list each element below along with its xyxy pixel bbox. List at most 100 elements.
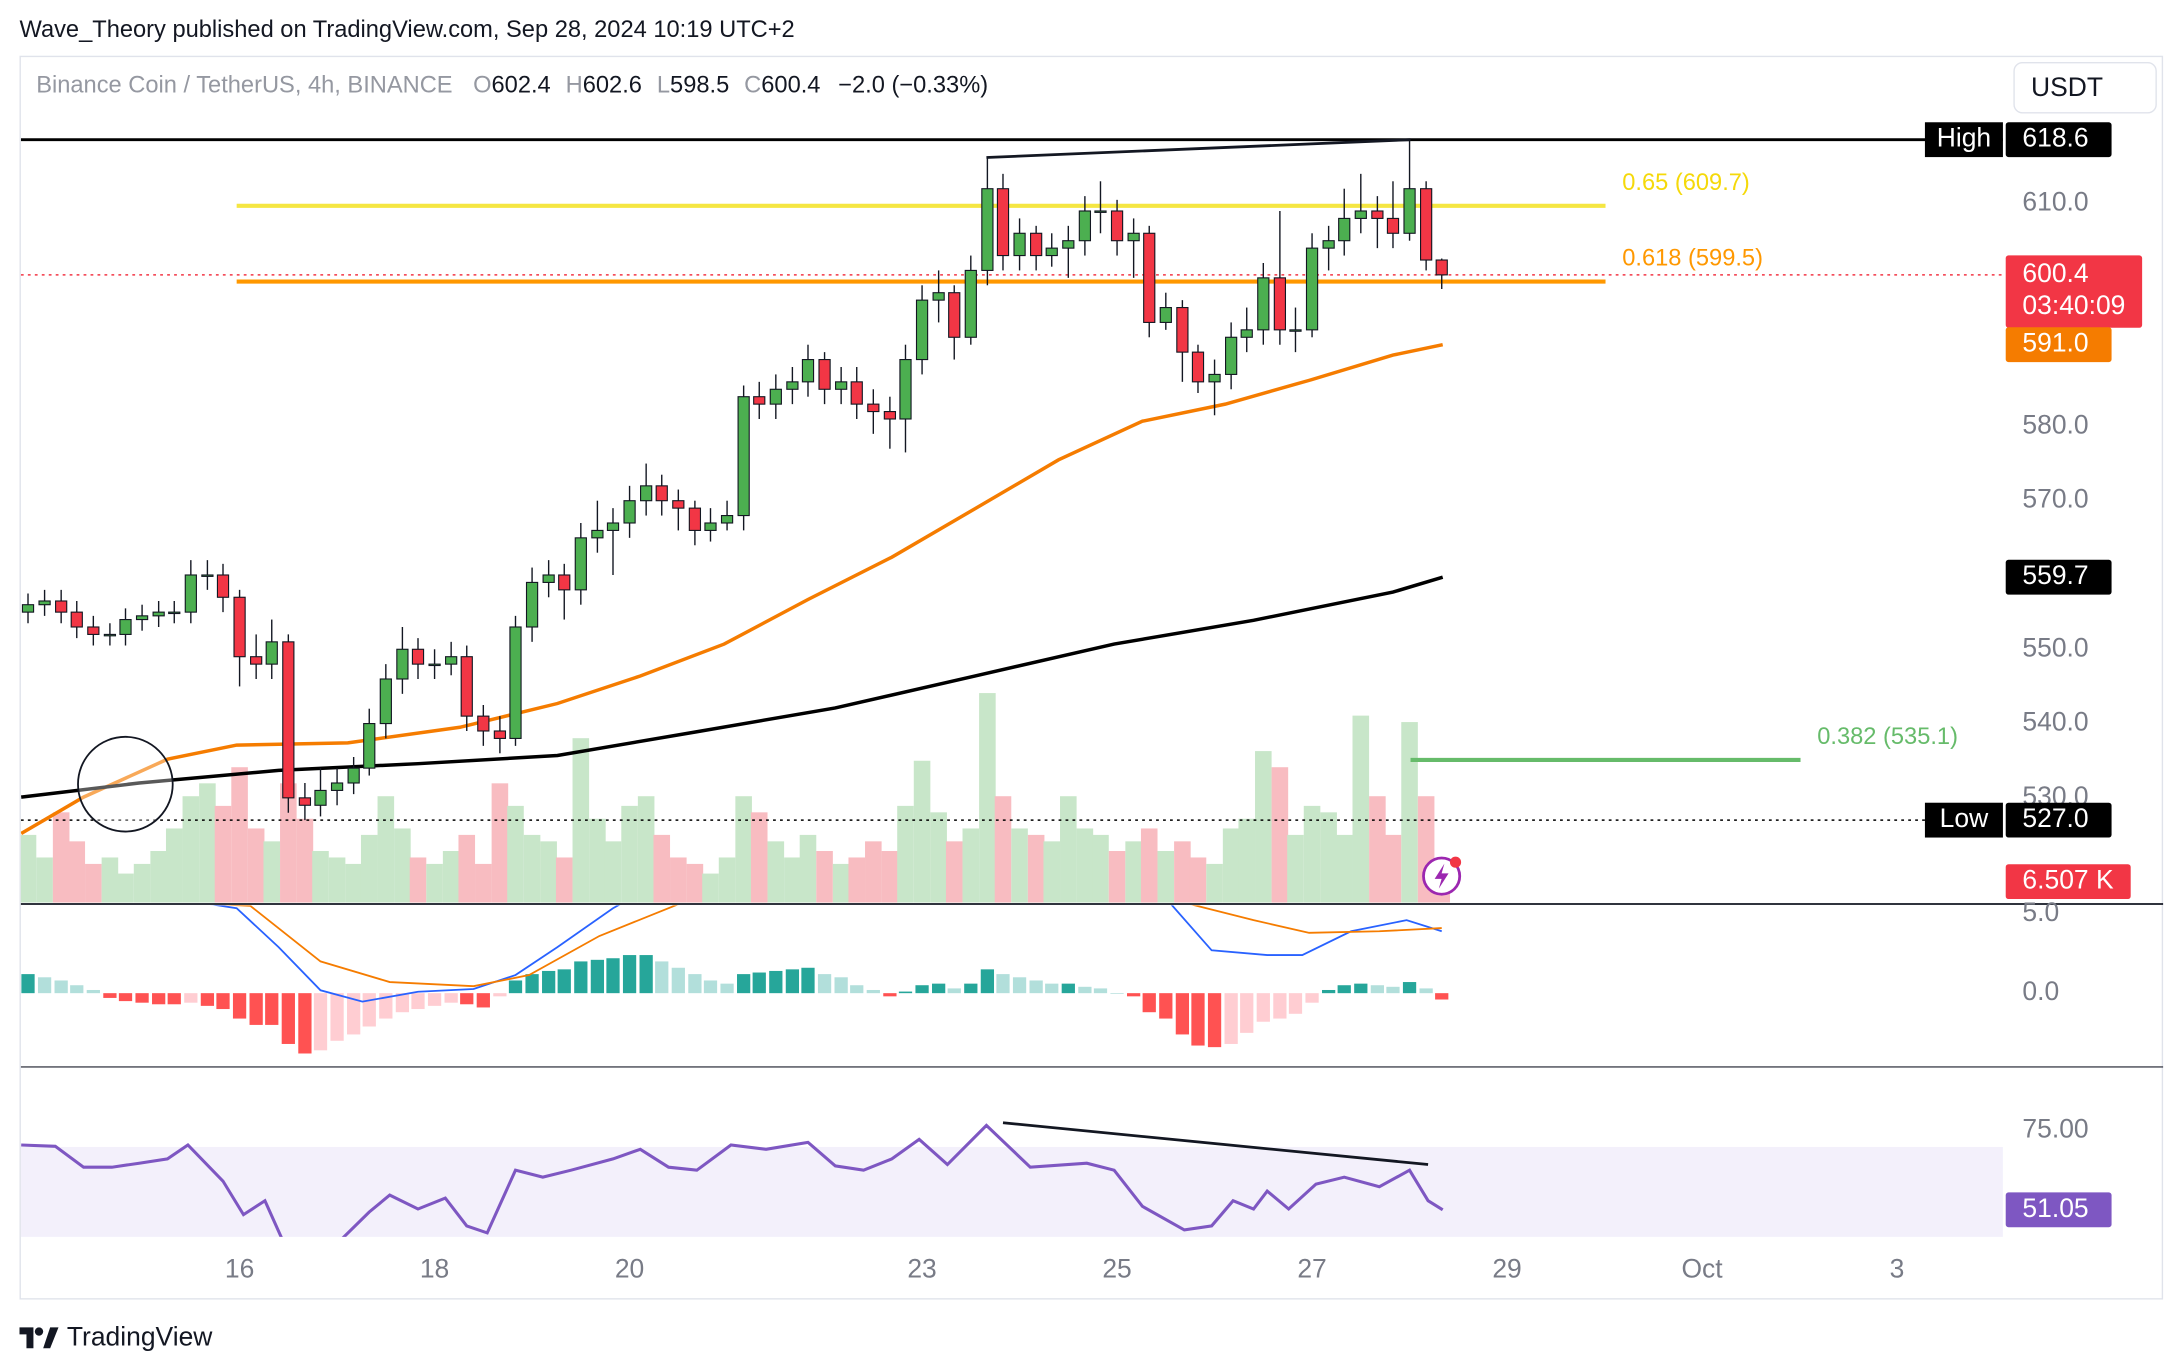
volume-bar — [1140, 828, 1158, 903]
rsi-trend-line — [1002, 1121, 1429, 1166]
candle-body — [591, 529, 604, 539]
candle-body — [948, 292, 961, 338]
candle-body — [1030, 232, 1043, 257]
macd-histogram-bar — [281, 993, 295, 1044]
volume-bar — [409, 857, 427, 903]
brand: TradingView — [67, 1322, 213, 1352]
price-tag: 559.7 — [2022, 560, 2088, 590]
candle-body — [201, 574, 214, 577]
volume-bar — [36, 857, 53, 903]
legend-label: O — [473, 73, 491, 99]
candle-body — [87, 626, 100, 635]
volume-bar — [117, 873, 134, 903]
macd-histogram-bar — [1386, 986, 1400, 994]
volume-bar — [182, 796, 200, 903]
volume-bar — [1189, 857, 1207, 903]
legend: Binance Coin / TetherUS, 4h, BINANCE O60… — [36, 73, 988, 99]
candle-body — [996, 188, 1010, 257]
y-tick-label: 580.0 — [2022, 409, 2088, 439]
volume-bar — [604, 841, 622, 903]
volume-bar — [702, 873, 719, 903]
macd-histogram-bar — [1273, 993, 1287, 1019]
volume-bar — [1043, 841, 1061, 903]
candle-body — [1045, 247, 1058, 257]
x-tick-label: 25 — [1102, 1253, 1131, 1283]
candle-body — [720, 515, 734, 524]
x-tick-label: Oct — [1681, 1253, 1723, 1283]
candle-body — [1386, 217, 1400, 234]
macd-histogram-bar — [703, 980, 718, 994]
volume-bar — [750, 812, 768, 903]
macd-histogram-bar — [606, 958, 620, 994]
x-tick-label: 16 — [225, 1253, 254, 1283]
macd-histogram-bar — [1093, 988, 1108, 994]
macd-histogram-bar — [1029, 980, 1043, 994]
macd-histogram-bar — [508, 980, 523, 994]
macd-histogram-bar — [37, 977, 52, 994]
candle-body — [1176, 307, 1189, 353]
y-tick-label: 550.0 — [2022, 632, 2088, 662]
currency-button[interactable] — [2013, 61, 2157, 114]
macd-histogram-bar — [1078, 986, 1092, 994]
macd-histogram-bar — [135, 993, 149, 1003]
volume-bar — [1222, 828, 1240, 903]
macd-histogram-bar — [850, 985, 864, 994]
macd-histogram-bar — [883, 993, 897, 997]
macd-histogram-bar — [769, 970, 783, 994]
candle-body — [282, 641, 295, 799]
candle-body — [1435, 259, 1448, 276]
macd-histogram-bar — [785, 969, 800, 994]
x-tick-label: 20 — [615, 1253, 644, 1283]
macd-histogram-bar — [476, 993, 490, 1008]
macd-histogram-bar — [313, 993, 328, 1051]
macd-histogram-bar — [817, 974, 832, 994]
macd-histogram-bar — [395, 993, 410, 1013]
macd-histogram-bar — [834, 977, 848, 994]
macd-histogram-bar — [86, 989, 100, 994]
price-tag: 600.4 — [2022, 258, 2088, 288]
candle-body — [606, 522, 620, 531]
candle-body — [1289, 329, 1302, 332]
volume-bar — [848, 857, 866, 903]
volume-bar — [507, 805, 524, 903]
candle-body — [168, 611, 181, 615]
attribution: Wave_Theory published on TradingView.com… — [19, 17, 794, 43]
volume-bar — [962, 828, 980, 903]
price-tag-countdown: 03:40:09 — [2022, 290, 2125, 320]
macd-histogram-bar — [1159, 993, 1173, 1019]
legend-label: L — [657, 73, 670, 99]
candle-body — [867, 403, 880, 413]
candle-body — [152, 611, 165, 617]
volume-bar — [735, 796, 752, 903]
macd-histogram-bar — [1402, 982, 1417, 994]
macd-histogram-bar — [21, 974, 35, 994]
y-tick-label: 610.0 — [2022, 187, 2088, 217]
macd-histogram-bar — [996, 974, 1010, 994]
candle-body — [850, 381, 863, 405]
candle-body — [1338, 217, 1351, 242]
candle-body — [1078, 210, 1092, 242]
currency-label[interactable]: USDT — [2031, 72, 2103, 102]
volume-bar — [1125, 841, 1142, 903]
volume-bar — [394, 828, 411, 903]
volume-bar — [133, 863, 151, 903]
legend-label: C — [744, 73, 761, 99]
y-tick-label: 540.0 — [2022, 707, 2088, 737]
price-tag: 527.0 — [2022, 803, 2088, 833]
macd-histogram-bar — [655, 961, 669, 994]
macd-histogram-bar — [330, 993, 344, 1041]
macd-histogram-bar — [752, 972, 766, 994]
macd-histogram-bar — [1288, 993, 1303, 1014]
macd-histogram-bar — [1045, 983, 1059, 994]
macd-histogram-bar — [249, 993, 263, 1025]
volume-bar — [1011, 828, 1028, 903]
macd-histogram-bar — [379, 993, 393, 1019]
candle-body — [379, 678, 392, 725]
macd-histogram-bar — [1012, 977, 1027, 994]
macd-histogram-bar — [1435, 993, 1449, 1000]
candle-body — [623, 500, 636, 524]
candle-body — [1371, 210, 1384, 219]
macd-histogram-bar — [167, 993, 181, 1005]
price-tag-box — [2005, 802, 2112, 838]
candle-body — [265, 641, 278, 665]
